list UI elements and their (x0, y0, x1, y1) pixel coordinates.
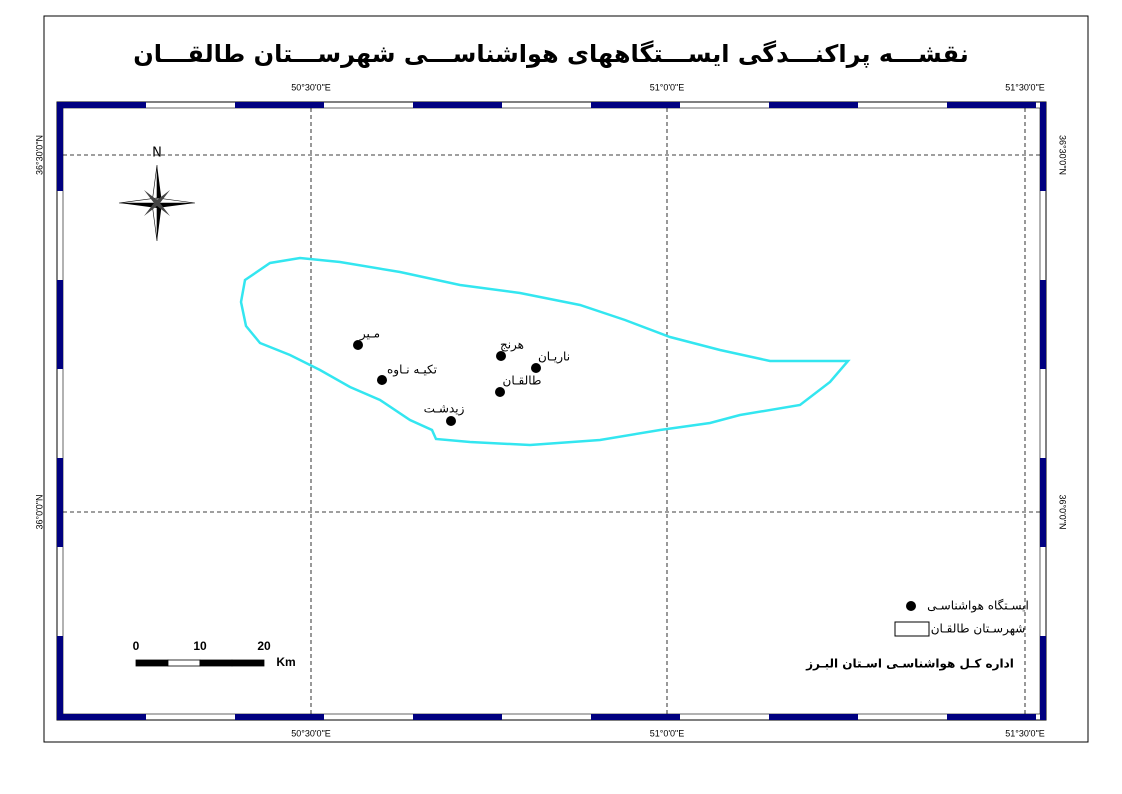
scale-segment (231, 659, 265, 667)
border-segment (57, 458, 63, 547)
neatline (56, 101, 1047, 721)
border-segment (1040, 458, 1046, 547)
grid-label: 36°0'0"N (34, 494, 44, 529)
border-segment (1040, 280, 1046, 369)
inner-neatline (62, 107, 1041, 715)
border-segment (57, 636, 63, 720)
station-point (377, 375, 387, 385)
legend-label: شهرسـتان طالقـان (931, 622, 1026, 637)
border-segment (57, 102, 146, 108)
scale-segment (135, 659, 169, 667)
border-segment (57, 280, 63, 369)
station-point (446, 416, 456, 426)
outer-frame (43, 15, 1089, 743)
compass-point (157, 165, 162, 203)
border-segment (591, 102, 680, 108)
border-segment (1040, 102, 1046, 191)
station-point (495, 387, 505, 397)
legend-symbol (906, 601, 916, 611)
station-label: زیدشـت (424, 402, 465, 417)
station-label: هرنج (500, 338, 524, 353)
footer-text: اداره کـل هواشناسـی اسـتان البـرز (805, 657, 1014, 672)
border-segment (947, 714, 1036, 720)
station-point (496, 351, 506, 361)
scale-segment (167, 659, 201, 667)
scale-label: 0 (133, 639, 140, 653)
station-label: طالقـان (503, 374, 542, 388)
north-label: N (152, 146, 162, 161)
border-segment (1040, 636, 1046, 720)
border-segment (413, 714, 502, 720)
border-segment (235, 102, 324, 108)
compass-point (157, 203, 162, 241)
border-segment (57, 714, 146, 720)
scale-segment (199, 659, 233, 667)
grid-label: 51°30'0"E (1005, 82, 1045, 92)
grid-label: 51°0'0"E (650, 82, 685, 92)
grid-label: 50°30'0"E (291, 728, 331, 738)
border-segment (769, 102, 858, 108)
county-outline (239, 256, 851, 447)
scale-label: 20 (257, 639, 271, 653)
border-segment (57, 102, 63, 191)
border-segment (591, 714, 680, 720)
border-segment (413, 102, 502, 108)
grid-label: 51°0'0"E (650, 728, 685, 738)
station-point (531, 363, 541, 373)
border-segment (235, 714, 324, 720)
border-segment (769, 714, 858, 720)
grid-label: 36°30'0"N (1058, 135, 1068, 175)
north-arrow (118, 164, 196, 242)
compass-point (119, 203, 157, 208)
compass-point (157, 203, 195, 208)
legend-symbol (894, 621, 930, 637)
station-point (353, 340, 363, 350)
station-label: ناریـان (538, 350, 570, 365)
station-label: مـیر (359, 327, 380, 342)
compass-point (157, 203, 170, 216)
map-title: نقشـــه پراکنـــدگی ایســـتگاههای هواشنا… (133, 40, 969, 68)
grid-label: 36°0'0"N (1058, 494, 1068, 529)
grid-label: 51°30'0"E (1005, 728, 1045, 738)
legend-label: ایسـتگاه هواشناسـی (927, 599, 1029, 614)
grid-label: 36°30'0"N (34, 135, 44, 175)
compass-point (144, 190, 157, 203)
scale-label: 10 (193, 639, 207, 653)
station-label: تکیـه نـاوه (387, 363, 437, 378)
grid-label: 50°30'0"E (291, 82, 331, 92)
compass-point (157, 190, 170, 203)
border-segment (947, 102, 1036, 108)
compass-point (144, 203, 157, 216)
scale-unit: Km (276, 655, 295, 669)
